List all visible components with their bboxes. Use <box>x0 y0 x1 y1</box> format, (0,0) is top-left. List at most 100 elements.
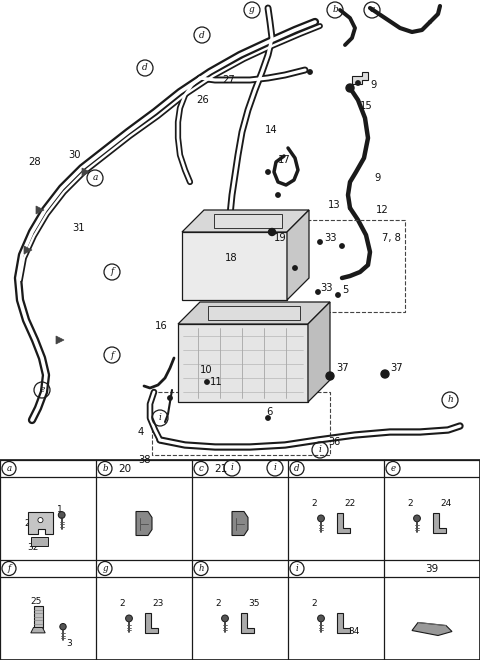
Text: 32: 32 <box>28 543 39 552</box>
Circle shape <box>414 515 420 522</box>
Polygon shape <box>352 72 368 84</box>
Text: 22: 22 <box>344 499 355 508</box>
Polygon shape <box>208 306 300 320</box>
Circle shape <box>58 512 65 518</box>
Polygon shape <box>308 302 330 402</box>
Text: 4: 4 <box>138 427 144 437</box>
Text: 39: 39 <box>425 564 439 574</box>
Text: e: e <box>39 385 45 395</box>
Text: 15: 15 <box>360 101 373 111</box>
Text: 9: 9 <box>370 80 376 90</box>
Circle shape <box>318 240 322 244</box>
Circle shape <box>340 244 344 248</box>
Text: f: f <box>110 267 114 277</box>
Text: 31: 31 <box>72 223 84 233</box>
Text: 35: 35 <box>248 599 260 608</box>
Polygon shape <box>24 246 32 254</box>
Circle shape <box>346 84 354 92</box>
Polygon shape <box>178 302 330 324</box>
Text: f: f <box>110 350 114 360</box>
Text: g: g <box>249 5 255 15</box>
Polygon shape <box>182 232 287 300</box>
Text: 11: 11 <box>210 377 223 387</box>
Circle shape <box>336 293 340 297</box>
Text: i: i <box>158 414 161 422</box>
Text: 33: 33 <box>324 233 336 243</box>
Circle shape <box>38 517 43 523</box>
Text: 7, 8: 7, 8 <box>382 233 401 243</box>
Polygon shape <box>31 628 45 633</box>
Text: a: a <box>92 174 98 183</box>
Circle shape <box>356 81 360 85</box>
Text: b: b <box>102 464 108 473</box>
Text: 3: 3 <box>66 639 72 648</box>
Text: 19: 19 <box>274 233 287 243</box>
Text: d: d <box>142 63 148 73</box>
Circle shape <box>266 170 270 174</box>
Circle shape <box>205 379 209 384</box>
Polygon shape <box>136 512 152 535</box>
Text: e: e <box>390 464 396 473</box>
Text: h: h <box>447 395 453 405</box>
Text: 14: 14 <box>265 125 277 135</box>
Text: i: i <box>296 564 299 573</box>
Text: 26: 26 <box>196 95 209 105</box>
Text: 18: 18 <box>225 253 238 263</box>
Polygon shape <box>337 612 350 632</box>
Text: 23: 23 <box>152 599 163 608</box>
Polygon shape <box>214 214 282 228</box>
Text: 34: 34 <box>348 627 360 636</box>
Polygon shape <box>82 168 90 176</box>
Polygon shape <box>0 460 480 660</box>
Text: 36: 36 <box>328 437 340 447</box>
Polygon shape <box>337 513 350 533</box>
Text: i: i <box>230 463 233 473</box>
Circle shape <box>318 615 324 622</box>
Text: i: i <box>274 463 276 473</box>
Text: 27: 27 <box>222 75 235 85</box>
Text: 5: 5 <box>342 285 348 295</box>
Circle shape <box>222 615 228 622</box>
Text: f: f <box>7 564 11 573</box>
Text: d: d <box>199 30 205 40</box>
Text: i: i <box>319 446 322 455</box>
Text: 25: 25 <box>30 597 41 606</box>
Text: b: b <box>332 5 338 15</box>
Text: c: c <box>199 464 204 473</box>
Text: 28: 28 <box>28 157 41 167</box>
Polygon shape <box>182 210 309 232</box>
Text: 38: 38 <box>138 455 151 465</box>
Text: 24: 24 <box>440 499 451 508</box>
Polygon shape <box>433 513 446 533</box>
Polygon shape <box>178 324 308 402</box>
Text: 1: 1 <box>57 506 62 514</box>
Text: 2: 2 <box>407 499 413 508</box>
Text: 13: 13 <box>328 200 341 210</box>
Circle shape <box>308 70 312 74</box>
Circle shape <box>126 615 132 622</box>
Text: 2: 2 <box>311 499 317 508</box>
Polygon shape <box>36 206 44 214</box>
Text: 30: 30 <box>68 150 81 160</box>
Polygon shape <box>34 606 43 628</box>
Circle shape <box>276 193 280 197</box>
Circle shape <box>266 416 270 420</box>
Text: 17: 17 <box>278 155 291 165</box>
Text: 20: 20 <box>118 463 131 473</box>
Text: 37: 37 <box>336 363 348 373</box>
Circle shape <box>268 228 276 236</box>
Text: a: a <box>6 464 12 473</box>
Text: 2: 2 <box>311 599 317 608</box>
Text: 10: 10 <box>200 365 213 375</box>
Text: d: d <box>294 464 300 473</box>
Text: 2: 2 <box>215 599 221 608</box>
Circle shape <box>60 624 66 630</box>
Text: c: c <box>370 5 374 15</box>
Circle shape <box>168 396 172 400</box>
Circle shape <box>326 372 334 380</box>
Polygon shape <box>145 612 158 632</box>
Text: g: g <box>102 564 108 573</box>
Polygon shape <box>28 512 53 534</box>
Text: 21: 21 <box>214 463 227 473</box>
Polygon shape <box>241 612 254 632</box>
